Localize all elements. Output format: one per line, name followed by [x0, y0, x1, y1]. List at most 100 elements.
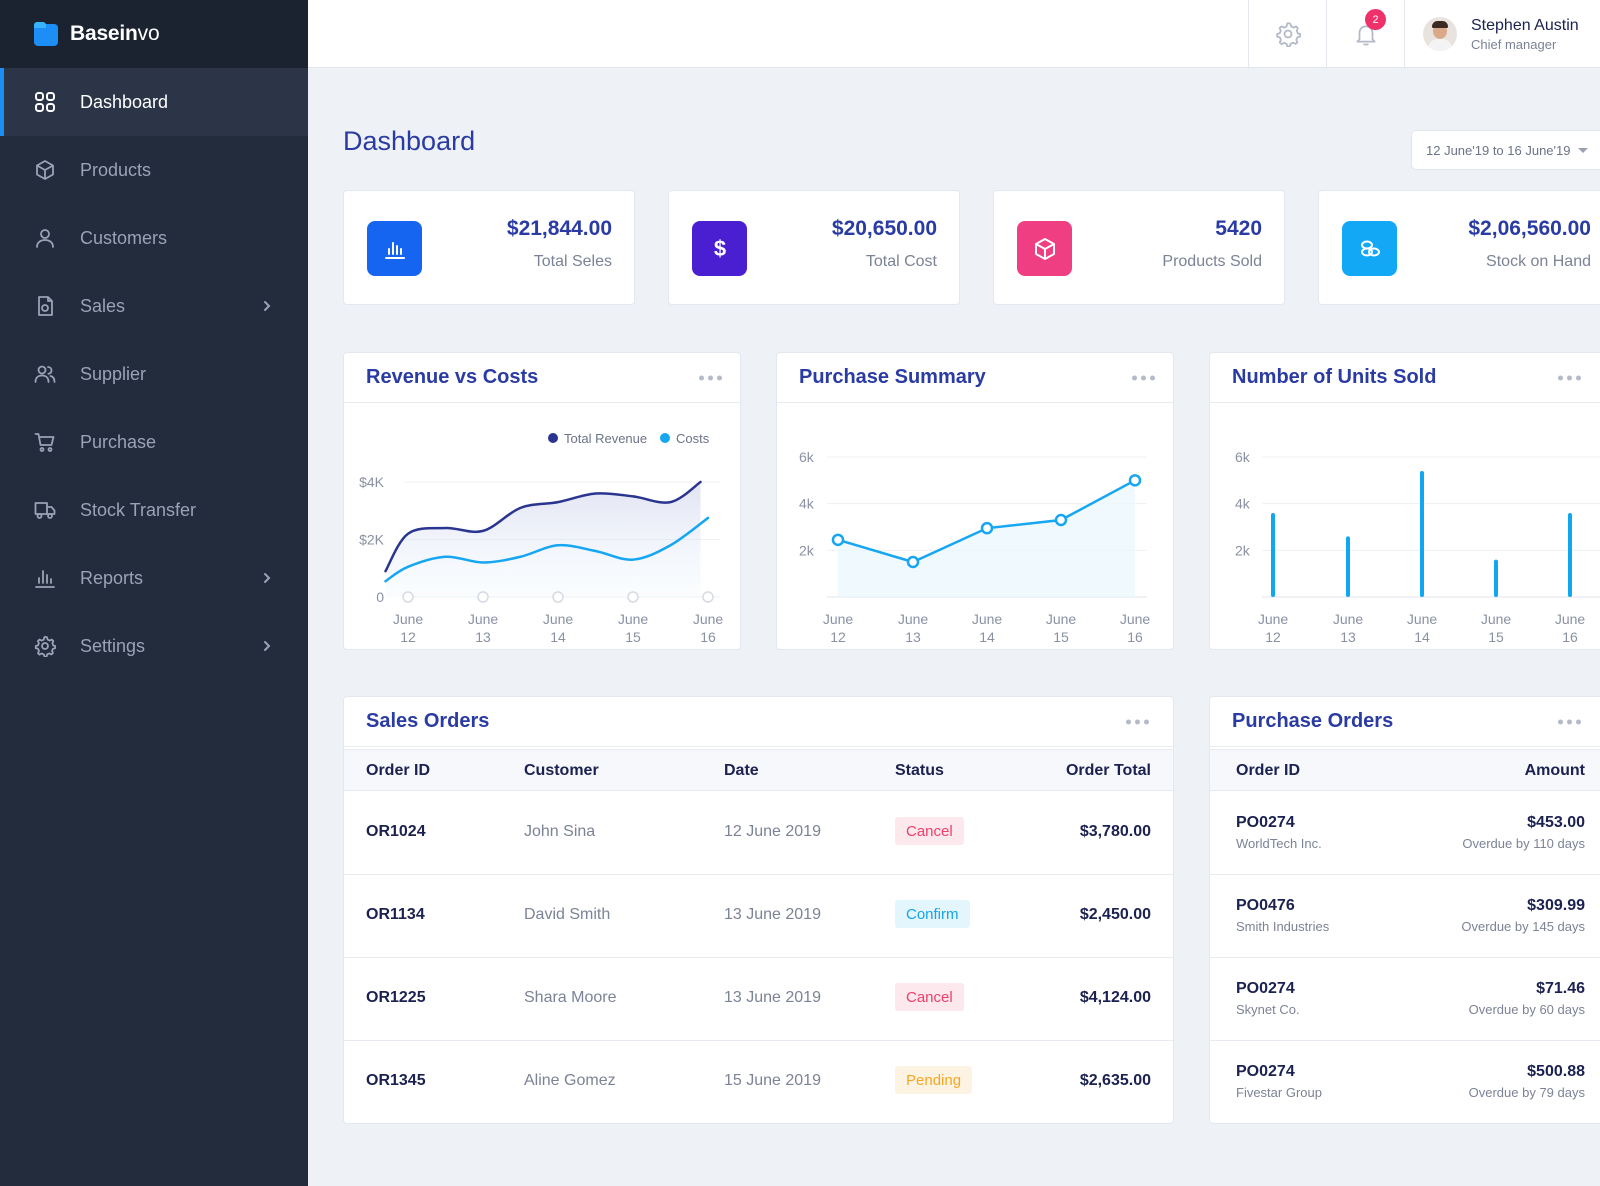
order-amount: $309.99	[1527, 897, 1585, 914]
x-tick-label: June	[1258, 611, 1289, 627]
cart-icon	[34, 431, 56, 453]
sidebar-item-dashboard[interactable]: Dashboard	[0, 68, 308, 136]
table-row[interactable]: PO0274 Skynet Co. $71.46 Overdue by 60 d…	[1210, 958, 1600, 1041]
order-id: PO0274	[1236, 980, 1295, 997]
gear-icon	[1275, 22, 1301, 47]
stat-value: 5420	[1215, 217, 1262, 240]
x-tick-label: June	[1481, 611, 1512, 627]
x-tick-label: June	[693, 611, 724, 627]
column-header[interactable]: Date	[724, 762, 759, 779]
sidebar-item-stock-transfer[interactable]: Stock Transfer	[0, 476, 308, 544]
sidebar-item-products[interactable]: Products	[0, 136, 308, 204]
x-tick-label: June	[972, 611, 1003, 627]
y-tick-label: 4k	[1235, 496, 1251, 512]
truck-icon	[34, 499, 56, 521]
bar-chart-icon	[367, 221, 422, 276]
notifications-button[interactable]: 2	[1326, 0, 1404, 68]
y-tick-label: 6k	[799, 449, 815, 465]
table-row[interactable]: OR1134 David Smith 13 June 2019 Confirm …	[344, 875, 1173, 958]
user-menu[interactable]: Stephen Austin Chief manager	[1404, 0, 1600, 68]
units-sold-card: Number of Units Sold 2k 4k 6k June 12 June 13 J…	[1209, 352, 1600, 650]
brand-name: Baseinvo	[70, 22, 160, 45]
order-total: $4,124.00	[1079, 989, 1151, 1006]
user-icon	[34, 227, 56, 249]
x-tick-label: 16	[700, 629, 716, 645]
order-total: $2,450.00	[1079, 906, 1151, 923]
sidebar-item-label: Stock Transfer	[80, 499, 197, 520]
dollar-icon: $	[692, 221, 747, 276]
bar	[1494, 559, 1498, 597]
company-name: WorldTech Inc.	[1236, 836, 1322, 851]
column-header[interactable]: Status	[895, 762, 944, 779]
status-badge: Cancel	[895, 983, 964, 1011]
more-options-icon[interactable]	[1558, 375, 1581, 380]
x-tick-label: 12	[830, 629, 846, 645]
sidebar-item-purchase[interactable]: Purchase	[0, 408, 308, 476]
order-id: PO0476	[1236, 897, 1295, 914]
units-chart: 2k 4k 6k June 12 June 13 June 14 June 15 June 16	[1235, 449, 1600, 645]
order-id: OR1345	[366, 1072, 426, 1089]
company-name: Skynet Co.	[1236, 1002, 1300, 1017]
x-tick-label: 14	[979, 629, 995, 645]
more-options-icon[interactable]	[1126, 719, 1149, 724]
sidebar: Baseinvo Dashboard Products Customers Sa…	[0, 0, 308, 1186]
table-row[interactable]: OR1024 John Sina 12 June 2019 Cancel $3,…	[344, 792, 1173, 875]
table-header: Order ID Amount	[1210, 749, 1600, 791]
order-amount: $500.88	[1527, 1063, 1585, 1080]
stat-label: Total Cost	[865, 253, 937, 270]
chevron-right-icon	[264, 573, 271, 583]
x-tick-label: 13	[1340, 629, 1356, 645]
table-body: PO0274 WorldTech Inc. $453.00 Overdue by…	[1210, 792, 1600, 1125]
sidebar-item-customers[interactable]: Customers	[0, 204, 308, 272]
legend-label: Total Revenue	[564, 431, 647, 446]
overdue-text: Overdue by 145 days	[1461, 919, 1585, 934]
x-tick-label: June	[823, 611, 854, 627]
column-header[interactable]: Customer	[524, 762, 599, 779]
bar	[1568, 513, 1572, 597]
table-row[interactable]: PO0274 WorldTech Inc. $453.00 Overdue by…	[1210, 792, 1600, 875]
chevron-right-icon	[264, 641, 271, 651]
y-tick-label: 0	[376, 589, 384, 605]
customer-name: David Smith	[524, 906, 611, 923]
card-title: Purchase Summary	[777, 353, 1173, 403]
sidebar-item-supplier[interactable]: Supplier	[0, 340, 308, 408]
legend-label: Costs	[676, 431, 710, 446]
order-id: OR1134	[366, 906, 425, 923]
x-tick-label: 16	[1562, 629, 1578, 645]
x-tick-label: June	[898, 611, 929, 627]
data-point	[906, 555, 920, 569]
revenue-chart: 0 $2K $4K Total Revenue Costs June 12 June 13 Jun…	[359, 431, 724, 645]
table-row[interactable]: OR1225 Shara Moore 13 June 2019 Cancel $…	[344, 958, 1173, 1041]
more-options-icon[interactable]	[699, 375, 722, 380]
table-row[interactable]: PO0476 Smith Industries $309.99 Overdue …	[1210, 875, 1600, 958]
sidebar-item-reports[interactable]: Reports	[0, 544, 308, 612]
card-title: Sales Orders	[344, 697, 1173, 747]
svg-text:$: $	[713, 236, 725, 261]
brand[interactable]: Baseinvo	[0, 0, 308, 68]
column-header[interactable]: Order ID	[366, 762, 431, 779]
customer-name: Shara Moore	[524, 989, 617, 1006]
table-header: Order ID Customer Date Status Order Tota…	[344, 749, 1173, 791]
customer-name: Aline Gomez	[524, 1072, 616, 1089]
x-axis-marker	[477, 591, 489, 603]
sidebar-item-sales[interactable]: Sales	[0, 272, 308, 340]
order-id: OR1024	[366, 823, 426, 840]
bar	[1420, 471, 1424, 597]
sidebar-item-label: Supplier	[80, 363, 147, 384]
settings-button[interactable]	[1248, 0, 1326, 68]
x-tick-label: 16	[1127, 629, 1143, 645]
order-amount: $71.46	[1536, 980, 1585, 997]
x-tick-label: 15	[625, 629, 641, 645]
more-options-icon[interactable]	[1132, 375, 1155, 380]
column-header[interactable]: Order ID	[1236, 762, 1301, 779]
chart-title: Revenue vs Costs	[366, 366, 539, 388]
column-header[interactable]: Order Total	[1065, 762, 1151, 779]
column-header[interactable]: Amount	[1524, 762, 1585, 779]
more-options-icon[interactable]	[1558, 719, 1581, 724]
date-range-picker[interactable]: 12 June'19 to 16 June'19	[1411, 130, 1600, 170]
table-row[interactable]: OR1345 Aline Gomez 15 June 2019 Pending …	[344, 1041, 1173, 1124]
chevron-right-icon	[264, 301, 271, 311]
sidebar-item-settings[interactable]: Settings	[0, 612, 308, 680]
table-row[interactable]: PO0274 Fivestar Group $500.88 Overdue by…	[1210, 1041, 1600, 1124]
box-icon	[1017, 221, 1072, 276]
